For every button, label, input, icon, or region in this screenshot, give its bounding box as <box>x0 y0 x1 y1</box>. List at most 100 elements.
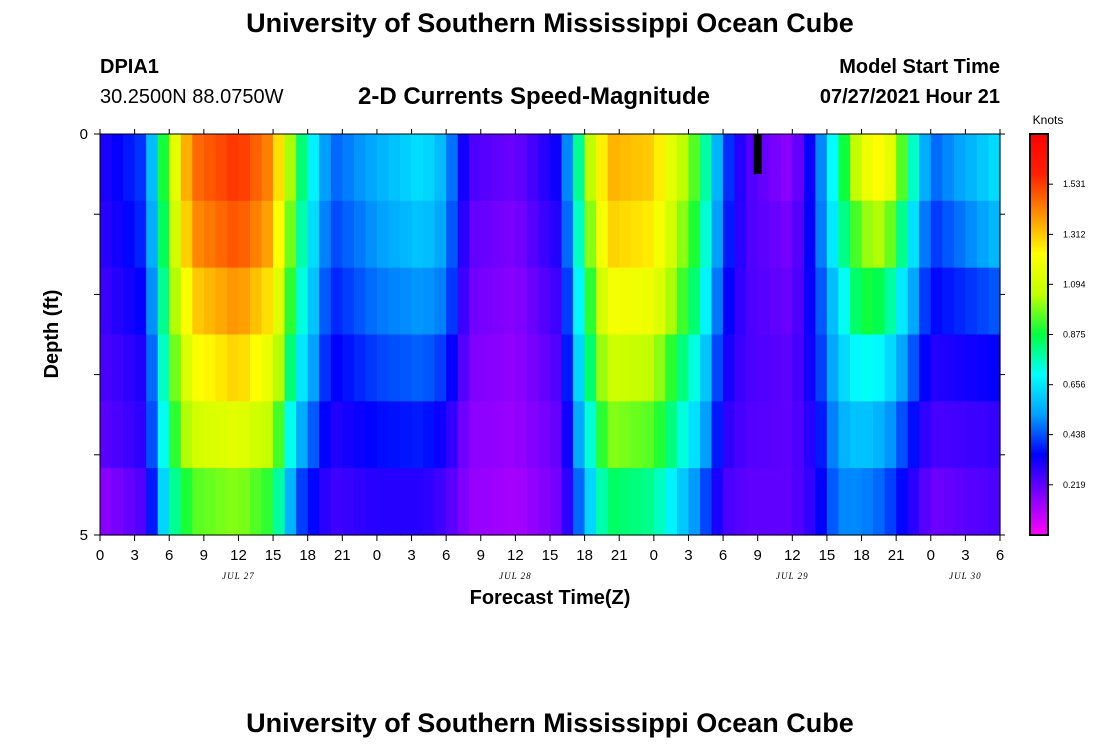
heatmap-cell <box>157 134 170 202</box>
heatmap-cell <box>907 267 920 336</box>
heatmap-cell <box>988 267 1001 336</box>
heatmap-cell <box>469 334 482 402</box>
heatmap-cell <box>226 200 240 269</box>
heatmap-cell <box>896 334 909 402</box>
heatmap-cell <box>976 468 990 536</box>
heatmap-cell <box>169 401 182 469</box>
heatmap-cell <box>619 134 632 202</box>
heatmap-cell <box>180 267 193 336</box>
heatmap-cell <box>261 200 274 269</box>
heatmap-cell <box>457 334 470 402</box>
heatmap-cell <box>942 401 955 469</box>
heatmap-cell <box>250 334 263 402</box>
heatmap-cell <box>400 134 413 202</box>
heatmap-cell <box>434 200 447 269</box>
heatmap-cell <box>284 468 297 536</box>
heatmap-cell <box>192 334 205 402</box>
heatmap-cell <box>665 134 678 202</box>
heatmap-cell <box>538 267 551 336</box>
heatmap-cell <box>538 468 551 536</box>
heatmap-cell <box>942 267 955 336</box>
heatmap-cell <box>976 267 990 336</box>
heatmap-cell <box>630 334 643 402</box>
heatmap-cell <box>780 200 793 269</box>
heatmap-cell <box>353 134 366 202</box>
heatmap-cell <box>250 267 263 336</box>
heatmap-cell <box>250 134 263 202</box>
heatmap-cell <box>319 267 332 336</box>
x-axis-label: Forecast Time(Z) <box>470 587 631 609</box>
heatmap-cell <box>169 267 182 336</box>
heatmap-cell <box>792 200 805 269</box>
heatmap-cell <box>942 468 955 536</box>
heatmap-cell <box>400 401 413 469</box>
heatmap-cell <box>815 334 828 402</box>
x-tick-label: 9 <box>754 547 762 564</box>
heatmap-cell <box>884 134 897 202</box>
heatmap-cell <box>215 468 228 536</box>
heatmap-cell <box>376 267 390 336</box>
heatmap-cell <box>930 401 943 469</box>
heatmap-cell <box>503 401 516 469</box>
x-tick-label: 18 <box>299 547 316 564</box>
heatmap-cell <box>238 134 251 202</box>
heatmap-cell <box>965 401 978 469</box>
heatmap-cell <box>815 468 828 536</box>
colorbar-gradient <box>1029 133 1049 536</box>
heatmap-cell <box>434 134 447 202</box>
x-tick-label: 18 <box>576 547 593 564</box>
heatmap-cell <box>238 468 251 536</box>
heatmap-cell <box>515 134 528 202</box>
heatmap-cell <box>873 200 886 269</box>
heatmap-cell <box>826 468 840 536</box>
heatmap-cell <box>192 468 205 536</box>
heatmap-cell <box>226 468 240 536</box>
heatmap-cell <box>388 401 401 469</box>
model-start-label: Model Start Time <box>839 56 1000 78</box>
heatmap-cell <box>319 134 332 202</box>
heatmap-cell <box>907 334 920 402</box>
heatmap-cell <box>388 468 401 536</box>
heatmap-cell <box>400 334 413 402</box>
heatmap-cell <box>780 134 793 202</box>
heatmap-cell <box>388 334 401 402</box>
heatmap-cell <box>307 468 320 536</box>
heatmap-cell <box>861 401 874 469</box>
heatmap-cell <box>734 334 747 402</box>
heatmap-cell <box>492 267 505 336</box>
station-coordinates: 30.2500N 88.0750W <box>100 86 284 108</box>
heatmap-cell <box>296 267 309 336</box>
heatmap-cell <box>342 267 355 336</box>
heatmap-cell <box>861 134 874 202</box>
heatmap-cell <box>296 334 309 402</box>
heatmap-cell <box>134 401 147 469</box>
heatmap-cell <box>400 468 413 536</box>
heatmap-cell <box>411 267 424 336</box>
heatmap-cell <box>330 267 343 336</box>
heatmap-cell <box>653 334 666 402</box>
heatmap-cell <box>607 401 620 469</box>
heatmap-cell <box>365 401 378 469</box>
heatmap-cell <box>688 468 701 536</box>
heatmap-cell <box>365 200 378 269</box>
heatmap-cell <box>376 468 390 536</box>
heatmap-cell <box>123 468 136 536</box>
heatmap-cell <box>838 468 851 536</box>
heatmap-cells <box>100 134 1001 536</box>
heatmap-cell <box>100 401 113 469</box>
heatmap-cell <box>780 267 793 336</box>
heatmap-cell <box>538 334 551 402</box>
heatmap-cell <box>169 468 182 536</box>
heatmap-cell <box>803 200 816 269</box>
heatmap-cell <box>653 134 666 202</box>
heatmap-cell <box>134 468 147 536</box>
heatmap-cell <box>723 200 736 269</box>
heatmap-cell <box>630 134 643 202</box>
heatmap-cell <box>803 334 816 402</box>
heatmap-cell <box>734 401 747 469</box>
heatmap-cell <box>873 468 886 536</box>
axes: 0 3 6 9 12 15 18 21 0 3 6 9 12 15 18 21 0 3 6 9 12 15 18 21 0 3 6 J… <box>80 126 1005 581</box>
heatmap-cell <box>411 134 424 202</box>
x-tick-label: 12 <box>507 547 524 564</box>
heatmap-cell <box>469 468 482 536</box>
